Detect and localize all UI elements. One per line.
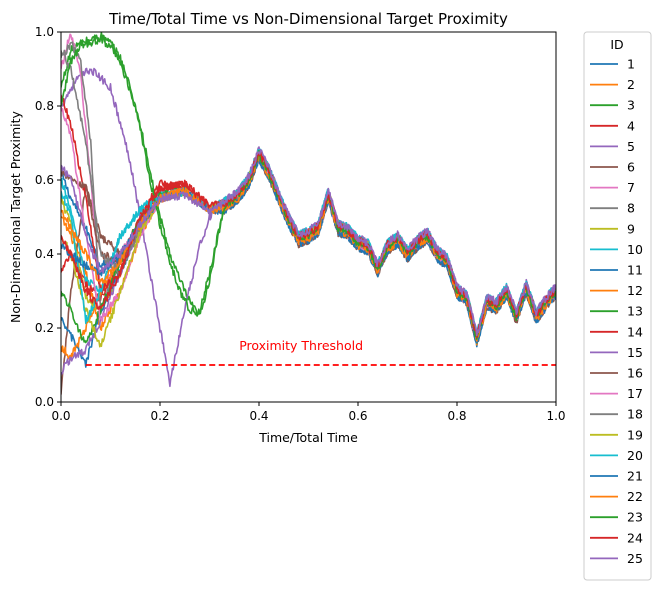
legend-label-15: 15 [627,345,643,360]
chart-title: Time/Total Time vs Non-Dimensional Targe… [108,10,508,28]
legend-label-20: 20 [627,448,643,463]
y-tick-label-1: 0.2 [35,321,54,335]
legend-label-19: 19 [627,427,643,442]
legend-label-23: 23 [627,510,643,525]
y-tick-label-3: 0.6 [35,173,54,187]
legend-label-10: 10 [627,242,643,257]
legend-label-5: 5 [627,139,635,154]
legend-label-1: 1 [627,57,635,72]
legend-item-9: 9 [590,221,635,236]
legend-item-5: 5 [590,139,635,154]
legend-item-25: 25 [590,551,643,566]
legend-item-23: 23 [590,510,643,525]
legend-label-4: 4 [627,118,635,133]
legend-item-4: 4 [590,118,635,133]
legend-item-19: 19 [590,427,643,442]
legend-label-12: 12 [627,283,643,298]
x-tick-label-1: 0.2 [150,409,169,423]
legend-frame [583,31,652,581]
legend: ID 1234567891011121314151617181920212223… [583,31,652,581]
legend-label-13: 13 [627,304,643,319]
legend-item-11: 11 [590,263,643,278]
legend-item-8: 8 [590,201,635,216]
legend-item-18: 18 [590,407,643,422]
legend-item-7: 7 [590,180,635,195]
legend-label-17: 17 [627,386,643,401]
legend-item-3: 3 [590,98,635,113]
y-tick-label-4: 0.8 [35,99,54,113]
legend-label-7: 7 [627,180,635,195]
legend-item-14: 14 [590,324,643,339]
x-tick-label-0: 0.0 [51,409,70,423]
series-line-25 [61,149,556,337]
legend-item-10: 10 [590,242,643,257]
legend-item-21: 21 [590,469,643,484]
x-axis-label: Time/Total Time [258,430,358,445]
threshold-label: Proximity Threshold [239,338,363,353]
legend-label-6: 6 [627,160,635,175]
legend-label-8: 8 [627,201,635,216]
x-tick-label-2: 0.4 [249,409,268,423]
legend-item-20: 20 [590,448,643,463]
legend-label-9: 9 [627,221,635,236]
legend-label-16: 16 [627,366,643,381]
legend-label-2: 2 [627,77,635,92]
legend-label-22: 22 [627,489,643,504]
series-layer [61,32,556,395]
legend-item-1: 1 [590,57,635,72]
series-line-24 [61,150,556,339]
legend-label-25: 25 [627,551,643,566]
legend-label-14: 14 [627,324,643,339]
legend-item-16: 16 [590,366,643,381]
series-25 [61,149,556,337]
y-tick-label-5: 1.0 [35,25,54,39]
legend-item-15: 15 [590,345,643,360]
legend-item-22: 22 [590,489,643,504]
legend-label-24: 24 [627,530,643,545]
y-tick-label-2: 0.4 [35,247,54,261]
x-tick-label-4: 0.8 [447,409,466,423]
legend-item-2: 2 [590,77,635,92]
legend-item-17: 17 [590,386,643,401]
y-axis: 0.0 0.2 0.4 0.6 0.8 1.0 [35,25,61,409]
x-axis: 0.0 0.2 0.4 0.6 0.8 1.0 [51,402,566,423]
x-tick-label-5: 1.0 [546,409,565,423]
series-24 [61,150,556,339]
y-axis-label: Non-Dimensional Target Proximity [8,110,23,322]
y-tick-label-0: 0.0 [35,395,54,409]
x-tick-label-3: 0.6 [348,409,367,423]
legend-label-21: 21 [627,469,643,484]
legend-label-11: 11 [627,263,643,278]
legend-label-18: 18 [627,407,643,422]
legend-items: 1234567891011121314151617181920212223242… [590,57,643,566]
legend-item-24: 24 [590,530,643,545]
legend-item-12: 12 [590,283,643,298]
legend-item-6: 6 [590,160,635,175]
threshold-layer: Proximity Threshold [85,338,556,366]
legend-title: ID [610,37,623,52]
legend-label-3: 3 [627,98,635,113]
plot-frame [60,31,557,403]
legend-item-13: 13 [590,304,643,319]
